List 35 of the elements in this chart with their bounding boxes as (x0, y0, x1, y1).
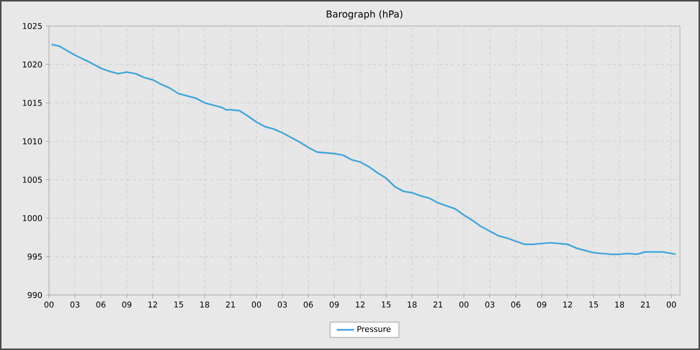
y-tick-label: 1000 (22, 215, 42, 222)
y-tick-label: 1010 (22, 138, 42, 144)
x-tick-label: 03 (485, 302, 494, 308)
x-tick-label: 12 (563, 302, 572, 308)
y-tick-label: 1025 (22, 22, 42, 30)
y-tick-label: 995 (28, 254, 42, 260)
y-tick-label: 1020 (22, 61, 42, 68)
x-tick-label: 06 (511, 302, 520, 308)
x-tick-label: 03 (278, 302, 287, 308)
x-tick-label: 18 (615, 302, 624, 308)
y-tick-label: 1005 (22, 176, 42, 183)
x-tick-label: 15 (589, 302, 598, 308)
x-tick-label: 09 (537, 302, 546, 308)
y-tick-label: 1015 (22, 100, 42, 106)
x-tick-label: 00 (252, 302, 262, 308)
x-tick-label: 06 (304, 302, 313, 308)
x-tick-label: 00 (666, 302, 676, 308)
x-tick-label: 03 (70, 302, 80, 308)
x-tick-label: 09 (330, 302, 339, 308)
x-tick-label: 18 (200, 302, 210, 308)
x-tick-label: 12 (356, 302, 364, 308)
chart-title: Barograph (hPa) (326, 10, 402, 20)
x-tick-label: 15 (174, 302, 184, 308)
x-tick-label: 06 (96, 302, 106, 308)
legend-label: Pressure (358, 326, 391, 332)
x-tick-label: 12 (148, 302, 158, 308)
x-tick-label: 00 (459, 302, 468, 308)
x-tick-label: 09 (122, 302, 132, 308)
x-tick-label: 21 (433, 302, 442, 308)
y-tick-label: 990 (28, 292, 42, 298)
x-tick-label: 21 (640, 302, 650, 308)
x-tick-label: 21 (226, 302, 235, 308)
x-tick-label: 00 (44, 302, 54, 308)
x-tick-label: 18 (408, 302, 417, 308)
x-tick-label: 15 (382, 302, 391, 308)
